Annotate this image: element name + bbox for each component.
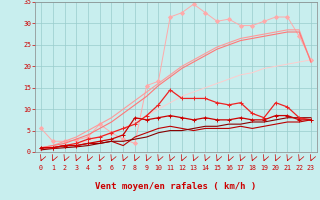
X-axis label: Vent moyen/en rafales ( km/h ): Vent moyen/en rafales ( km/h )	[95, 182, 257, 191]
